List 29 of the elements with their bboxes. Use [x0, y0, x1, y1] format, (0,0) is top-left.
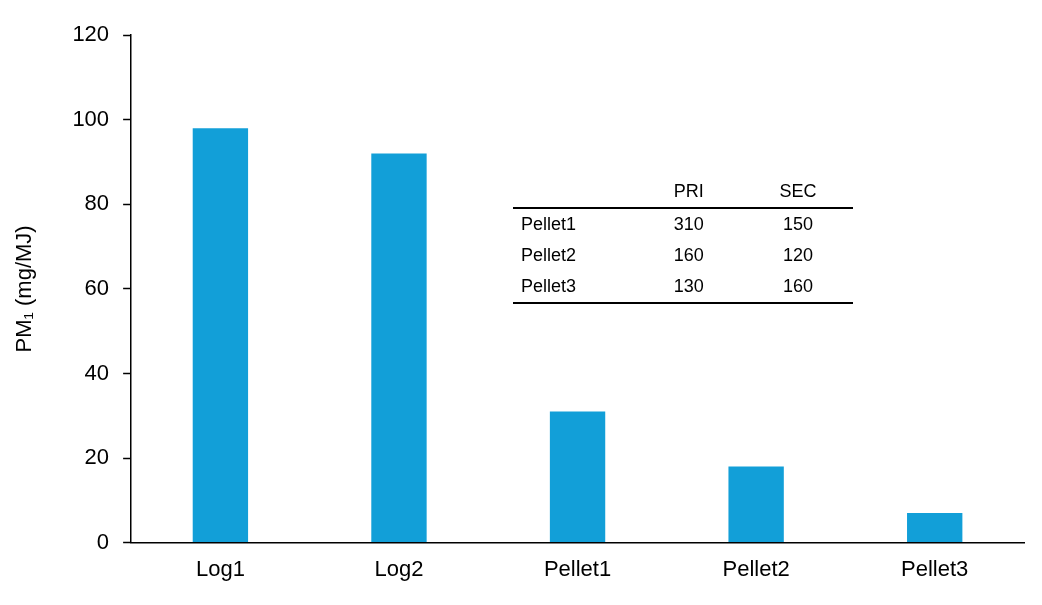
annotation: 160: [782, 275, 815, 298]
annotation: 130: [672, 275, 705, 298]
annotation: 310: [672, 213, 705, 236]
annotation: PRI: [672, 180, 705, 203]
bar: [728, 466, 784, 543]
annotation: 160: [672, 244, 705, 267]
x-tick-label: Pellet2: [722, 555, 790, 581]
bar: [192, 128, 249, 543]
annotation: Pellet3: [520, 275, 578, 298]
y-tick-label: 40: [84, 359, 110, 385]
y-axis-title: PM₁ (mg/MJ): [11, 225, 37, 353]
annotation: Pellet2: [520, 244, 578, 267]
y-tick-label: 100: [72, 105, 110, 131]
x-tick-label: Log2: [374, 555, 424, 581]
bar: [549, 411, 606, 543]
x-tick-label: Log1: [195, 555, 245, 581]
x-tick-label: Pellet1: [543, 555, 612, 581]
y-tick-label: 80: [84, 190, 110, 216]
y-tick-label: 20: [84, 444, 110, 470]
bar: [907, 513, 963, 543]
y-tick-label: 0: [96, 528, 110, 554]
annotation: SEC: [778, 180, 818, 203]
x-tick-label: Pellet3: [901, 555, 969, 581]
annotation: Pellet1: [520, 213, 578, 236]
y-tick-label: 60: [84, 274, 110, 300]
bar: [371, 153, 427, 543]
annotation: 150: [782, 213, 815, 236]
y-tick-label: 120: [72, 21, 110, 47]
annotation: 120: [782, 244, 815, 267]
